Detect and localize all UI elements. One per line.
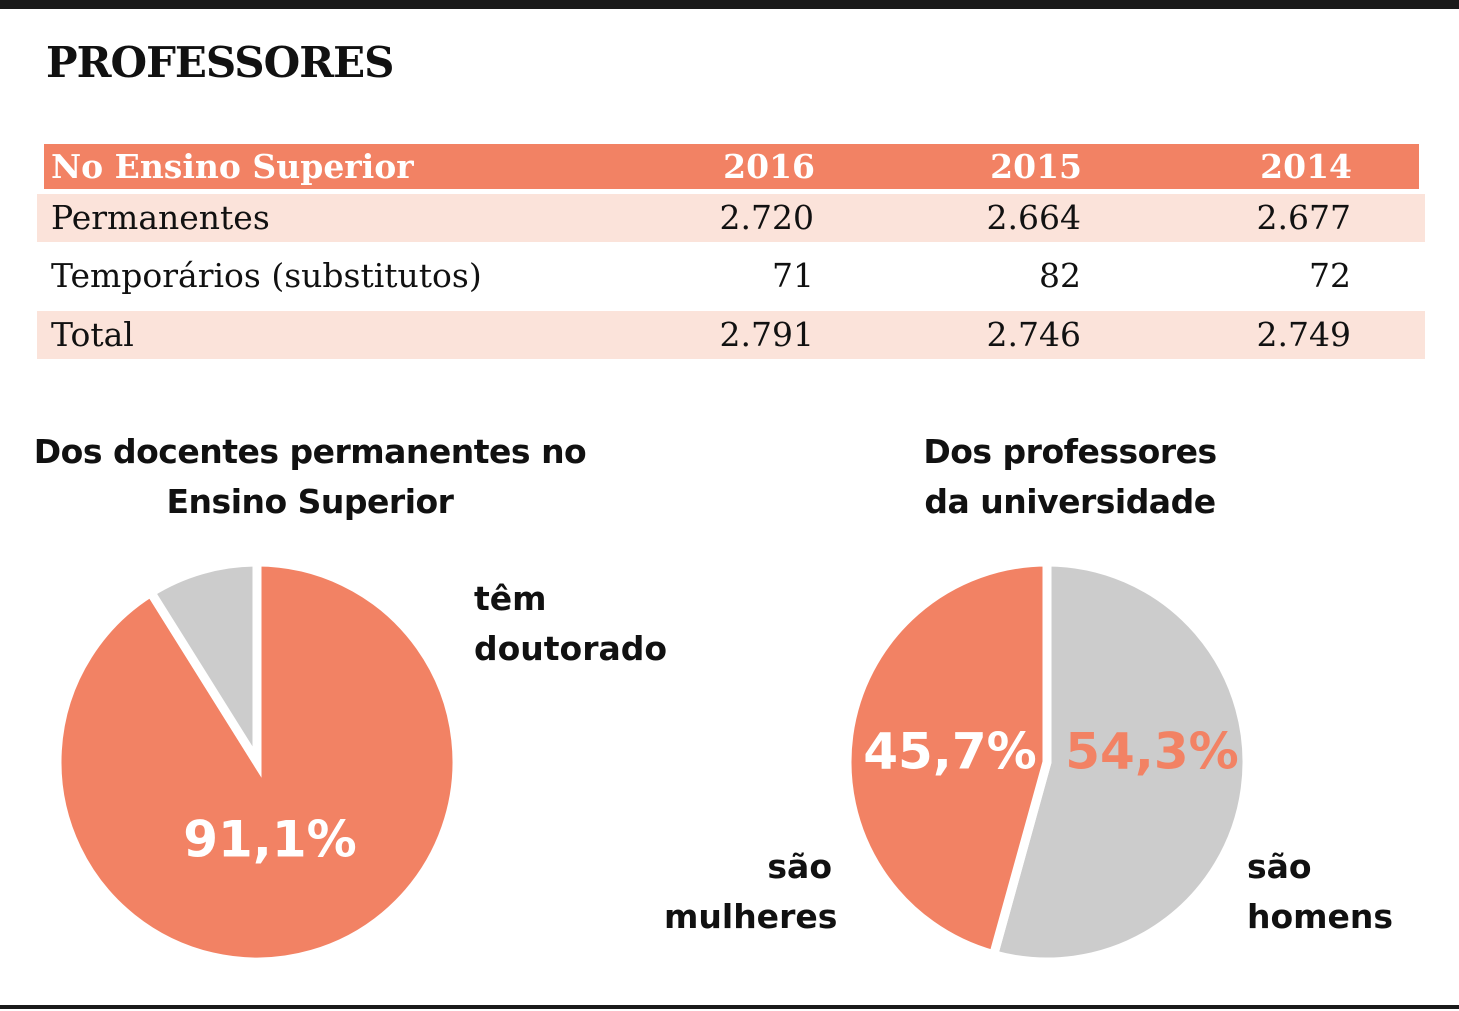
table-header-label: No Ensino Superior <box>51 147 414 186</box>
pie2-title-line2: da universidade <box>924 482 1216 521</box>
pie2-caption-women-line2: mulheres <box>664 897 838 936</box>
cell-2015: 82 <box>1039 256 1081 295</box>
pie1-title-line1: Dos docentes permanentes no <box>33 432 587 471</box>
bottom-rule <box>0 1005 1459 1009</box>
pie2-title: Dos professores da universidade <box>840 427 1300 527</box>
table-header-2016: 2016 <box>723 147 815 186</box>
cell-2014: 2.749 <box>1256 315 1351 354</box>
row-label: Temporários (substitutos) <box>51 256 482 295</box>
pie1-slice-1 <box>144 557 262 778</box>
pie1-caption: têm doutorado <box>474 574 667 674</box>
cell-2014: 2.677 <box>1256 198 1351 237</box>
pie1-caption-line2: doutorado <box>474 629 668 668</box>
pie1-title: Dos docentes permanentes no Ensino Super… <box>20 427 600 527</box>
pie1-caption-line1: têm <box>474 579 547 618</box>
cell-2016: 71 <box>772 256 814 295</box>
pie1-title-line2: Ensino Superior <box>166 482 454 521</box>
page-title: PROFESSORES <box>46 38 394 87</box>
pie1-label-0: 91,1% <box>183 811 356 869</box>
pie2-slice-0 <box>842 557 1052 961</box>
pie2-label-1: 54,3% <box>1065 723 1238 781</box>
pie2-caption-men-line2: homens <box>1247 897 1394 936</box>
pie2-title-line1: Dos professores <box>923 432 1217 471</box>
pie2-caption-men-line1: são <box>1247 847 1312 886</box>
table-header-2014: 2014 <box>1260 147 1352 186</box>
table-header-2015: 2015 <box>990 147 1082 186</box>
pie2-caption-women: são mulheres <box>664 842 838 942</box>
cell-2016: 2.720 <box>719 198 814 237</box>
top-rule <box>0 0 1459 9</box>
cell-2014: 72 <box>1309 256 1351 295</box>
cell-2015: 2.746 <box>986 315 1081 354</box>
table-row: Permanentes 2.720 2.664 2.677 <box>37 194 1425 242</box>
cell-2015: 2.664 <box>986 198 1081 237</box>
pie2-caption-women-line1: são <box>767 847 832 886</box>
row-label: Total <box>51 315 134 354</box>
table-header-row: No Ensino Superior 2016 2015 2014 <box>44 144 1419 189</box>
cell-2016: 2.791 <box>719 315 814 354</box>
row-label: Permanentes <box>51 198 270 237</box>
pie2-slice-1 <box>988 557 1252 967</box>
table-row: Temporários (substitutos) 71 82 72 <box>37 252 1425 300</box>
pie2-caption-men: são homens <box>1247 842 1393 942</box>
pie2-label-0: 45,7% <box>863 723 1036 781</box>
table-row: Total 2.791 2.746 2.749 <box>37 311 1425 359</box>
